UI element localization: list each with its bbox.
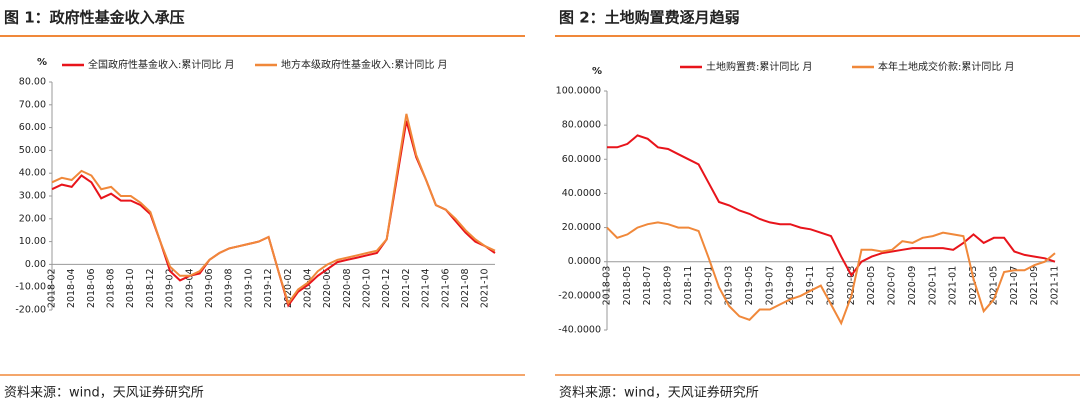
y-tick-label: 80.0000 (562, 120, 601, 131)
source: 资料来源：wind，天风证券研究所 (559, 385, 759, 401)
x-tick-label: 2021-06 (440, 268, 451, 308)
x-tick-label: 2019-10 (243, 268, 254, 308)
x-tick-label: 2018-04 (66, 268, 77, 308)
x-tick-label: 2020-11 (927, 266, 938, 306)
y-tick-label: 20.00 (19, 213, 46, 224)
x-tick-label: 2020-02 (283, 268, 294, 308)
x-tick-label: 2019-11 (805, 266, 816, 306)
y-tick-label: 60.00 (19, 122, 46, 133)
x-tick-label: 2021-01 (948, 266, 959, 306)
x-tick-label: 2021-10 (480, 268, 491, 308)
x-tick-label: 2020-06 (322, 268, 333, 308)
legend-label: 土地购置费:累计同比 月 (706, 60, 813, 73)
x-tick-label: 2020-05 (866, 266, 877, 306)
y-tick-label: 100.0000 (556, 86, 601, 97)
x-tick-label: 2021-09 (1029, 266, 1040, 306)
x-tick-label: 2021-03 (968, 266, 979, 306)
legend-label: 地方本级政府性基金收入:累计同比 月 (281, 58, 448, 71)
x-tick-label: 2019-05 (744, 266, 755, 306)
x-tick-label: 2018-03 (602, 266, 613, 306)
y-tick-label: 0.0000 (568, 256, 601, 267)
x-tick-label: 2018-07 (642, 266, 653, 306)
y-tick-label: -20.00 (15, 305, 46, 316)
x-tick-label: 2018-08 (106, 268, 117, 308)
x-tick-label: 2019-06 (204, 268, 215, 308)
y-tick-label: 60.0000 (562, 154, 601, 165)
x-tick-label: 2018-10 (125, 268, 136, 308)
x-tick-label: 2020-01 (826, 266, 837, 306)
x-tick-label: 2021-07 (1009, 266, 1020, 306)
x-tick-label: 2018-02 (47, 268, 58, 308)
y-tick-label: -40.0000 (558, 325, 601, 336)
y-axis-label: % (37, 57, 47, 68)
y-tick-label: 10.00 (19, 236, 46, 247)
y-tick-label: 20.0000 (562, 222, 601, 233)
x-tick-label: 2019-12 (263, 268, 274, 308)
series-line (51, 113, 496, 306)
y-tick-label: 80.00 (19, 77, 46, 88)
x-tick-label: 2019-04 (184, 268, 195, 308)
y-tick-label: -20.0000 (558, 290, 601, 301)
chart-title: 图 2：土地购置费逐月趋弱 (559, 9, 740, 27)
x-tick-label: 2021-11 (1050, 266, 1061, 306)
x-tick-label: 2018-11 (683, 266, 694, 306)
x-tick-label: 2020-12 (381, 268, 392, 308)
x-tick-label: 2020-07 (887, 266, 898, 306)
y-tick-label: -10.00 (15, 282, 46, 293)
x-tick-label: 2021-04 (421, 268, 432, 308)
x-tick-label: 2018-09 (663, 266, 674, 306)
x-tick-label: 2021-08 (460, 268, 471, 308)
x-tick-label: 2019-02 (165, 268, 176, 308)
series-line (606, 221, 1056, 326)
x-tick-label: 2020-08 (342, 268, 353, 308)
x-tick-label: 2019-01 (703, 266, 714, 306)
series-line (607, 134, 1056, 278)
x-tick-label: 2021-02 (401, 268, 412, 308)
x-tick-label: 2020-03 (846, 266, 857, 306)
y-tick-label: 0.00 (25, 259, 46, 270)
x-tick-label: 2019-07 (764, 266, 775, 306)
y-tick-label: 40.0000 (562, 188, 601, 199)
x-tick-label: 2018-06 (86, 268, 97, 308)
x-tick-label: 2020-04 (302, 268, 313, 308)
y-axis-label: % (592, 66, 602, 77)
x-tick-label: 2019-03 (724, 266, 735, 306)
y-tick-label: 50.00 (19, 145, 46, 156)
x-tick-label: 2020-09 (907, 266, 918, 306)
x-tick-label: 2021-05 (988, 266, 999, 306)
x-tick-label: 2019-09 (785, 266, 796, 306)
x-tick-label: 2018-12 (145, 268, 156, 308)
source: 资料来源：wind，天风证券研究所 (4, 385, 204, 401)
y-tick-label: 70.00 (19, 99, 46, 110)
chart-title: 图 1：政府性基金收入承压 (4, 9, 185, 27)
x-tick-label: 2019-08 (224, 268, 235, 308)
legend-label: 全国政府性基金收入:累计同比 月 (88, 58, 235, 71)
y-tick-label: 30.00 (19, 191, 46, 202)
x-tick-label: 2020-10 (362, 268, 373, 308)
legend-label: 本年土地成交价款:累计同比 月 (878, 60, 1015, 73)
y-tick-label: 40.00 (19, 168, 46, 179)
x-tick-label: 2018-05 (622, 266, 633, 306)
